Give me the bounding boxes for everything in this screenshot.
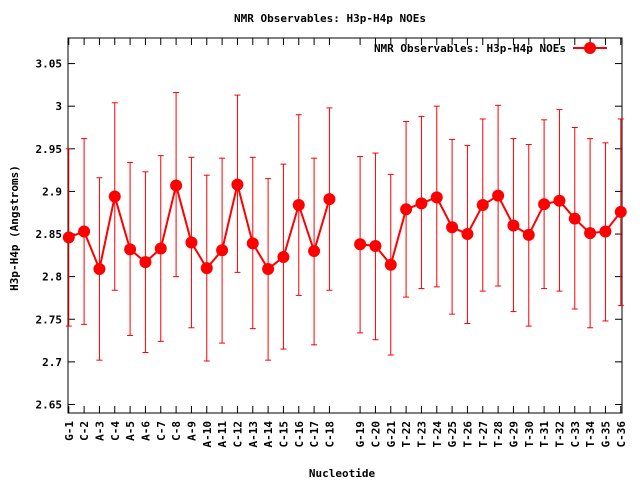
x-tick-label: T-32 bbox=[553, 421, 566, 448]
x-tick-label: C-15 bbox=[277, 421, 290, 448]
x-tick-label: C-8 bbox=[170, 421, 183, 441]
data-point bbox=[599, 225, 612, 238]
data-point bbox=[400, 203, 413, 216]
x-tick-label: C-36 bbox=[615, 421, 628, 448]
x-tick-label: C-2 bbox=[78, 421, 91, 441]
data-point bbox=[492, 189, 505, 202]
data-point bbox=[308, 245, 321, 258]
y-axis-ticks: 2.65 2.7 2.75 2.8 2.85 2.9 2.95 3 3.05 bbox=[36, 58, 622, 411]
x-tick-label: G-1 bbox=[63, 421, 76, 441]
x-tick-label: G-29 bbox=[507, 421, 520, 448]
data-point bbox=[461, 228, 474, 241]
data-point bbox=[139, 256, 152, 269]
x-tick-label: C-12 bbox=[231, 421, 244, 448]
data-point bbox=[185, 236, 198, 249]
data-point bbox=[415, 197, 428, 210]
data-point bbox=[507, 219, 520, 232]
y-tick-label: 2.85 bbox=[36, 228, 63, 241]
x-tick-label: A-9 bbox=[185, 421, 198, 441]
data-point bbox=[354, 238, 367, 251]
data-point bbox=[538, 198, 551, 211]
x-tick-label: G-25 bbox=[446, 421, 459, 448]
y-tick-label: 2.7 bbox=[42, 356, 62, 369]
y-tick-label: 2.75 bbox=[36, 313, 63, 326]
x-tick-label: G-35 bbox=[599, 421, 612, 448]
data-point bbox=[246, 237, 259, 250]
x-tick-label: C-18 bbox=[323, 421, 336, 448]
data-point bbox=[522, 228, 535, 241]
x-tick-label: A-11 bbox=[216, 421, 229, 448]
x-tick-label: A-6 bbox=[139, 421, 152, 441]
data-point bbox=[292, 199, 305, 212]
data-point bbox=[200, 262, 213, 275]
data-point bbox=[553, 194, 566, 207]
data-point bbox=[568, 212, 581, 225]
x-tick-label: T-30 bbox=[523, 421, 536, 448]
data-point bbox=[262, 262, 275, 275]
plot-frame bbox=[67, 37, 623, 414]
data-point bbox=[430, 191, 443, 204]
x-tick-label: C-33 bbox=[569, 421, 582, 448]
x-tick-label: T-27 bbox=[477, 421, 490, 448]
x-tick-label: A-10 bbox=[201, 421, 214, 448]
data-point bbox=[384, 258, 397, 271]
x-tick-label: T-22 bbox=[400, 421, 413, 448]
data-point bbox=[170, 179, 183, 192]
data-point bbox=[476, 199, 489, 212]
data-point bbox=[584, 227, 597, 240]
data-point bbox=[369, 239, 382, 252]
y-tick-label: 2.65 bbox=[36, 398, 63, 411]
data-point bbox=[446, 221, 459, 234]
x-tick-label: G-21 bbox=[385, 421, 398, 448]
error-bars bbox=[65, 92, 624, 362]
data-point bbox=[216, 244, 229, 257]
legend: NMR Observables: H3p-H4p NOEs bbox=[374, 42, 607, 55]
x-tick-label: T-26 bbox=[461, 421, 474, 448]
data-point bbox=[323, 193, 336, 206]
y-tick-label: 3.05 bbox=[36, 58, 63, 71]
legend-label: NMR Observables: H3p-H4p NOEs bbox=[374, 42, 566, 55]
x-axis-ticks: G-1 C-2 A-3 C-4 A-5 A-6 C-7 C-8 A-9 A-10 A-11 C-12 A… bbox=[63, 38, 628, 448]
x-tick-label: C-16 bbox=[293, 421, 306, 448]
x-tick-label: G-19 bbox=[354, 421, 367, 448]
series-line-segment bbox=[359, 194, 622, 267]
data-point bbox=[124, 243, 137, 256]
data-point bbox=[154, 242, 167, 255]
data-point bbox=[614, 205, 627, 218]
x-tick-label: A-14 bbox=[262, 421, 275, 448]
x-tick-label: T-31 bbox=[538, 421, 551, 448]
x-tick-label: C-20 bbox=[369, 421, 382, 448]
legend-marker bbox=[584, 42, 596, 54]
chart-title: NMR Observables: H3p-H4p NOEs bbox=[234, 12, 426, 25]
data-point bbox=[62, 231, 75, 244]
data-point bbox=[108, 190, 121, 203]
y-tick-label: 2.8 bbox=[42, 271, 62, 284]
x-tick-label: T-28 bbox=[492, 421, 505, 448]
data-point bbox=[93, 262, 106, 275]
x-tick-label: C-17 bbox=[308, 421, 321, 448]
y-tick-label: 2.9 bbox=[42, 185, 62, 198]
x-tick-label: T-34 bbox=[584, 421, 597, 448]
data-point bbox=[231, 178, 244, 191]
series-line-segment bbox=[68, 184, 331, 273]
x-tick-label: A-3 bbox=[93, 421, 106, 441]
y-tick-label: 2.95 bbox=[36, 143, 63, 156]
x-tick-label: C-4 bbox=[109, 421, 122, 441]
x-tick-label: A-13 bbox=[247, 421, 260, 448]
y-tick-label: 3 bbox=[55, 100, 62, 113]
series-lines bbox=[68, 184, 622, 273]
x-tick-label: A-5 bbox=[124, 421, 137, 441]
data-point bbox=[277, 251, 290, 264]
x-tick-label: T-24 bbox=[431, 421, 444, 448]
x-axis-label: Nucleotide bbox=[309, 467, 376, 480]
x-tick-label: C-7 bbox=[155, 421, 168, 441]
data-points bbox=[62, 178, 627, 275]
data-point bbox=[78, 225, 91, 238]
y-axis-label: H3p-H4p (Angstroms) bbox=[8, 165, 21, 291]
x-tick-label: T-23 bbox=[415, 421, 428, 448]
